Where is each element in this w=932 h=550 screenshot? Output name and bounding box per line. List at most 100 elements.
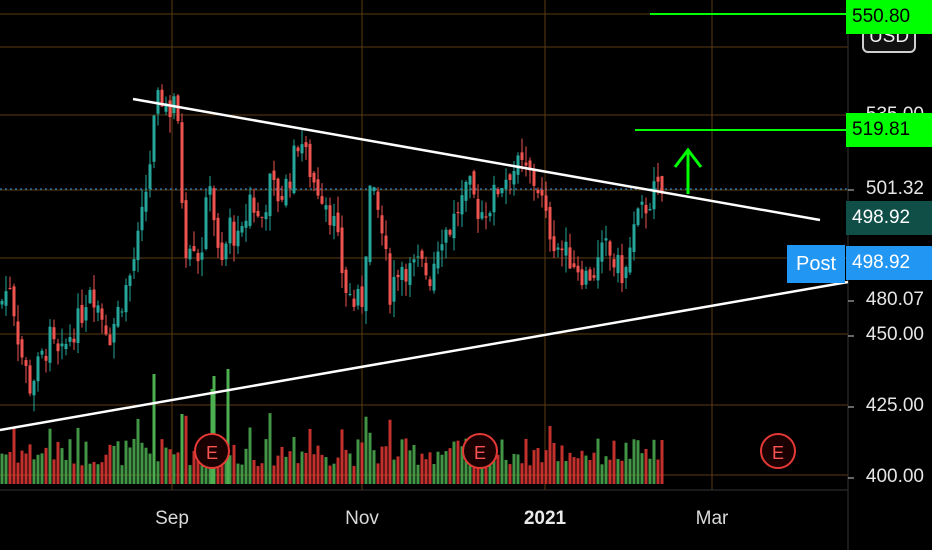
- candle-body: [372, 187, 376, 192]
- volume-bar: [536, 448, 540, 484]
- volume-bar: [256, 465, 260, 484]
- candle-body: [480, 212, 484, 219]
- volume-bar: [588, 460, 592, 484]
- volume-bar: [32, 459, 36, 484]
- candle-body: [452, 213, 456, 239]
- candle-body: [256, 210, 260, 217]
- earnings-marker[interactable]: E: [462, 433, 498, 469]
- volume-bar: [232, 444, 236, 484]
- candle-body: [312, 172, 316, 183]
- candle-body: [224, 243, 228, 260]
- candle-body: [60, 343, 64, 347]
- volume-bar: [68, 439, 72, 484]
- volume-bar: [640, 453, 644, 484]
- earnings-marker[interactable]: E: [194, 433, 230, 469]
- candle-body: [292, 145, 296, 194]
- volume-bar: [316, 445, 320, 484]
- candle-body: [176, 95, 180, 122]
- candlestick-series: [0, 84, 664, 412]
- volume-bar: [528, 465, 532, 484]
- candle-body: [572, 263, 576, 268]
- volume-bar: [508, 464, 512, 484]
- volume-bar: [420, 453, 424, 484]
- candle-body: [220, 242, 224, 261]
- volume-bar: [172, 454, 176, 484]
- volume-bar: [392, 459, 396, 484]
- volume-bar: [368, 432, 372, 484]
- volume-bar: [628, 458, 632, 484]
- volume-bar: [120, 465, 124, 484]
- candle-body: [8, 287, 12, 289]
- candle-body: [44, 355, 48, 361]
- candle-body: [152, 115, 156, 162]
- volume-bar: [60, 448, 64, 484]
- volume-bar: [288, 451, 292, 484]
- volume-bar: [184, 415, 188, 484]
- candle-body: [232, 221, 236, 246]
- candle-body: [536, 189, 540, 194]
- price-label: 501.32: [865, 178, 924, 199]
- volume-bar: [96, 464, 100, 484]
- candle-body: [132, 259, 136, 271]
- candle-body: [164, 103, 168, 112]
- volume-bar: [448, 448, 452, 484]
- candle-body: [88, 289, 92, 304]
- volume-bar: [200, 455, 204, 484]
- volume-bar: [192, 450, 196, 484]
- volume-bar: [424, 459, 428, 484]
- candle-body: [108, 334, 112, 346]
- candle-body: [148, 164, 152, 189]
- candle-body: [96, 305, 100, 313]
- volume-bar: [596, 438, 600, 484]
- candle-body: [204, 197, 208, 250]
- volume-bar: [652, 439, 656, 484]
- candle-body: [516, 155, 520, 175]
- volume-bar: [404, 438, 408, 484]
- candle-body: [128, 275, 132, 286]
- volume-bar: [568, 452, 572, 484]
- candle-body: [352, 298, 356, 307]
- volume-bar: [484, 465, 488, 484]
- candle-body: [436, 251, 440, 269]
- volume-bar: [108, 444, 112, 484]
- volume-bar: [164, 447, 168, 484]
- volume-bar: [592, 452, 596, 484]
- volume-bars: [0, 369, 664, 484]
- post-market-label: Post: [787, 245, 845, 283]
- candle-body: [340, 227, 344, 274]
- candle-body: [68, 337, 72, 342]
- candle-body: [16, 321, 20, 345]
- candle-body: [252, 197, 256, 213]
- drawing-overlays: [0, 13, 854, 479]
- candle-body: [648, 209, 652, 211]
- candle-body: [644, 204, 648, 214]
- candle-body: [600, 242, 604, 262]
- price-label: 498.92: [846, 201, 932, 235]
- volume-bar: [56, 441, 60, 484]
- volume-bar: [240, 464, 244, 484]
- volume-bar: [236, 463, 240, 484]
- volume-bar: [276, 455, 280, 484]
- volume-bar: [140, 442, 144, 484]
- volume-bar: [180, 414, 184, 484]
- volume-bar: [612, 440, 616, 484]
- volume-bar: [168, 449, 172, 484]
- volume-bar: [188, 465, 192, 484]
- time-label: 2021: [523, 508, 567, 529]
- volume-bar: [496, 454, 500, 484]
- candle-body: [528, 160, 532, 171]
- volume-bar: [492, 456, 496, 484]
- candle-body: [532, 169, 536, 186]
- volume-bar: [624, 442, 628, 484]
- volume-bar: [24, 453, 28, 484]
- volume-bar: [632, 439, 636, 484]
- candle-body: [272, 170, 276, 180]
- volume-bar: [44, 447, 48, 484]
- volume-bar: [356, 439, 360, 484]
- volume-bar: [376, 463, 380, 484]
- time-label: Nov: [345, 508, 379, 529]
- candle-body: [296, 147, 300, 152]
- earnings-marker[interactable]: E: [760, 433, 796, 469]
- candle-body: [276, 178, 280, 202]
- volume-bar: [4, 454, 8, 484]
